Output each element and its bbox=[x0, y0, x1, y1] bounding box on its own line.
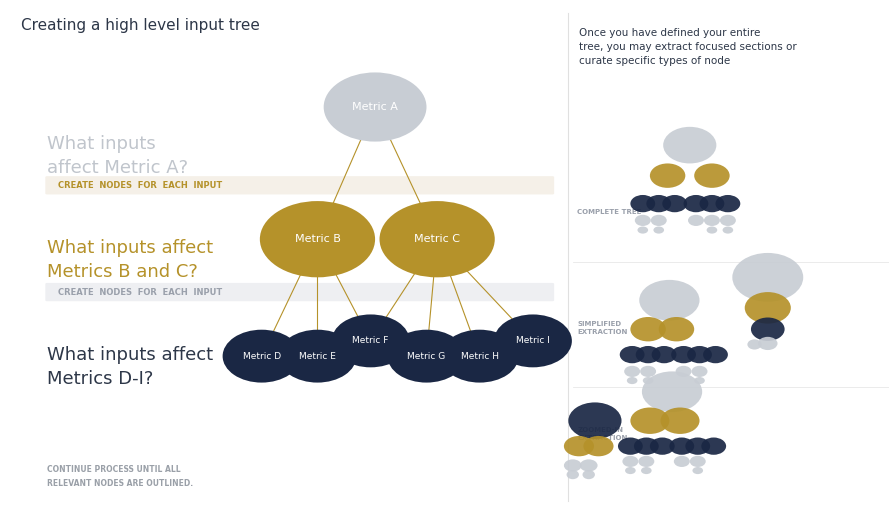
Ellipse shape bbox=[638, 227, 648, 233]
Ellipse shape bbox=[580, 460, 598, 471]
Ellipse shape bbox=[654, 227, 664, 233]
Ellipse shape bbox=[566, 470, 579, 479]
Ellipse shape bbox=[723, 227, 733, 233]
Ellipse shape bbox=[260, 201, 375, 278]
Text: What inputs affect
Metrics B and C?: What inputs affect Metrics B and C? bbox=[47, 239, 213, 281]
Ellipse shape bbox=[568, 402, 622, 439]
Ellipse shape bbox=[715, 195, 740, 212]
Ellipse shape bbox=[720, 215, 736, 226]
Text: SIMPLIFIED
EXTRACTION: SIMPLIFIED EXTRACTION bbox=[577, 321, 628, 335]
FancyBboxPatch shape bbox=[45, 283, 554, 301]
Text: Metric I: Metric I bbox=[516, 336, 549, 345]
Ellipse shape bbox=[703, 346, 728, 363]
FancyBboxPatch shape bbox=[45, 176, 554, 194]
Ellipse shape bbox=[640, 280, 699, 321]
Ellipse shape bbox=[641, 467, 652, 474]
Ellipse shape bbox=[675, 366, 691, 377]
Ellipse shape bbox=[387, 329, 466, 382]
Text: Metric D: Metric D bbox=[243, 352, 281, 361]
Ellipse shape bbox=[758, 337, 778, 350]
Ellipse shape bbox=[627, 377, 638, 384]
Ellipse shape bbox=[623, 456, 639, 467]
Text: ZOOMED-IN
EXTRACTION: ZOOMED-IN EXTRACTION bbox=[577, 427, 628, 442]
Ellipse shape bbox=[663, 127, 716, 163]
Text: Metric B: Metric B bbox=[294, 234, 341, 244]
Ellipse shape bbox=[673, 456, 690, 467]
Ellipse shape bbox=[660, 408, 699, 434]
Ellipse shape bbox=[631, 195, 656, 212]
Ellipse shape bbox=[745, 292, 791, 324]
Ellipse shape bbox=[694, 377, 705, 384]
Ellipse shape bbox=[692, 467, 703, 474]
Ellipse shape bbox=[643, 377, 654, 384]
Ellipse shape bbox=[751, 318, 785, 341]
Ellipse shape bbox=[662, 195, 687, 212]
Ellipse shape bbox=[652, 346, 676, 363]
Text: Metric F: Metric F bbox=[352, 336, 389, 345]
Ellipse shape bbox=[701, 437, 726, 455]
Ellipse shape bbox=[631, 408, 669, 434]
Ellipse shape bbox=[685, 437, 710, 455]
Ellipse shape bbox=[618, 437, 643, 455]
Ellipse shape bbox=[651, 215, 666, 226]
Ellipse shape bbox=[642, 372, 702, 412]
Text: What inputs affect
Metrics D-I?: What inputs affect Metrics D-I? bbox=[47, 346, 213, 388]
Text: Once you have defined your entire
tree, you may extract focused sections or
cura: Once you have defined your entire tree, … bbox=[579, 28, 797, 66]
Ellipse shape bbox=[441, 329, 518, 382]
Text: Metric H: Metric H bbox=[460, 352, 499, 361]
Ellipse shape bbox=[706, 227, 717, 233]
Ellipse shape bbox=[624, 366, 640, 377]
Text: CREATE  NODES  FOR  EACH  INPUT: CREATE NODES FOR EACH INPUT bbox=[58, 287, 222, 297]
Ellipse shape bbox=[747, 339, 762, 350]
Text: CREATE  NODES  FOR  EACH  INPUT: CREATE NODES FOR EACH INPUT bbox=[58, 181, 222, 190]
Ellipse shape bbox=[631, 317, 665, 341]
Ellipse shape bbox=[639, 456, 655, 467]
Ellipse shape bbox=[582, 470, 595, 479]
Ellipse shape bbox=[650, 437, 674, 455]
Ellipse shape bbox=[634, 437, 659, 455]
Ellipse shape bbox=[640, 366, 657, 377]
Ellipse shape bbox=[332, 315, 409, 368]
Text: CONTINUE PROCESS UNTIL ALL
RELEVANT NODES ARE OUTLINED.: CONTINUE PROCESS UNTIL ALL RELEVANT NODE… bbox=[47, 466, 194, 488]
Ellipse shape bbox=[669, 437, 694, 455]
Ellipse shape bbox=[583, 436, 614, 456]
Text: Creating a high level input tree: Creating a high level input tree bbox=[21, 18, 260, 33]
Ellipse shape bbox=[278, 329, 357, 382]
Ellipse shape bbox=[704, 215, 720, 226]
Ellipse shape bbox=[625, 467, 636, 474]
Ellipse shape bbox=[659, 317, 694, 341]
Ellipse shape bbox=[564, 436, 594, 456]
Ellipse shape bbox=[564, 460, 582, 471]
Ellipse shape bbox=[647, 195, 671, 212]
Text: Metric A: Metric A bbox=[352, 102, 398, 112]
Ellipse shape bbox=[671, 346, 696, 363]
Text: What inputs
affect Metric A?: What inputs affect Metric A? bbox=[47, 135, 188, 177]
Ellipse shape bbox=[635, 215, 651, 226]
Ellipse shape bbox=[494, 315, 572, 368]
Ellipse shape bbox=[687, 346, 712, 363]
Ellipse shape bbox=[699, 195, 724, 212]
Ellipse shape bbox=[636, 346, 660, 363]
Text: COMPLETE TREE: COMPLETE TREE bbox=[577, 209, 641, 215]
Ellipse shape bbox=[379, 201, 495, 278]
Ellipse shape bbox=[691, 366, 707, 377]
Text: Metric E: Metric E bbox=[299, 352, 336, 361]
Ellipse shape bbox=[732, 253, 803, 302]
Ellipse shape bbox=[694, 163, 730, 188]
Text: Metric G: Metric G bbox=[408, 352, 446, 361]
Ellipse shape bbox=[683, 195, 708, 212]
Text: Metric C: Metric C bbox=[414, 234, 460, 244]
Ellipse shape bbox=[688, 215, 704, 226]
Ellipse shape bbox=[324, 72, 426, 141]
Ellipse shape bbox=[690, 456, 706, 467]
Ellipse shape bbox=[620, 346, 645, 363]
Ellipse shape bbox=[223, 329, 301, 382]
Ellipse shape bbox=[650, 163, 685, 188]
